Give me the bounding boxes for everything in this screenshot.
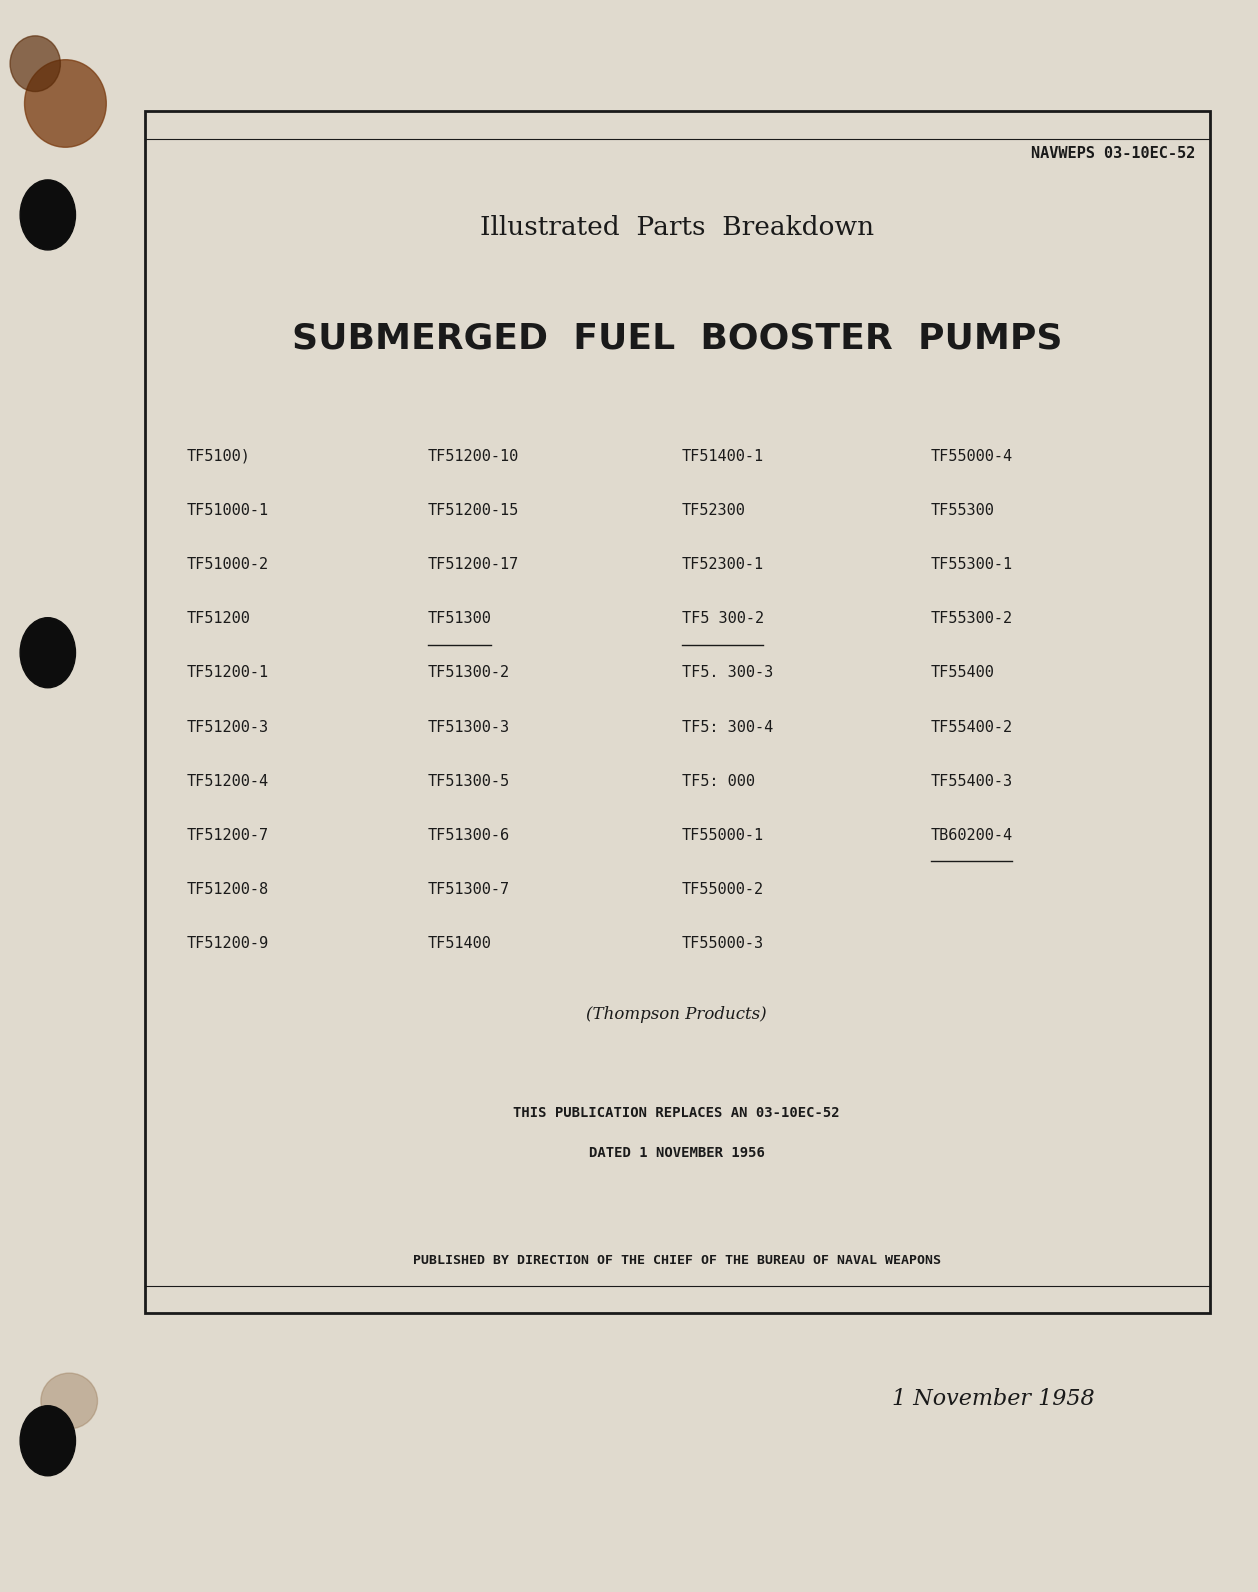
Ellipse shape bbox=[40, 1372, 98, 1430]
Text: SUBMERGED  FUEL  BOOSTER  PUMPS: SUBMERGED FUEL BOOSTER PUMPS bbox=[292, 322, 1062, 355]
Text: TF51200-10: TF51200-10 bbox=[428, 449, 520, 463]
Text: TF51400-1: TF51400-1 bbox=[682, 449, 764, 463]
Text: TF51200-9: TF51200-9 bbox=[186, 936, 268, 950]
Text: TF55400: TF55400 bbox=[931, 665, 995, 680]
Text: TF51000-1: TF51000-1 bbox=[186, 503, 268, 517]
Text: TF51300-5: TF51300-5 bbox=[428, 774, 509, 788]
Text: TF51200-1: TF51200-1 bbox=[186, 665, 268, 680]
Bar bbox=[145, 111, 1210, 1313]
Text: TF51300-7: TF51300-7 bbox=[428, 882, 509, 896]
Text: TF51400: TF51400 bbox=[428, 936, 492, 950]
Text: TF51200-3: TF51200-3 bbox=[186, 720, 268, 734]
Text: TF51200-15: TF51200-15 bbox=[428, 503, 520, 517]
Text: THIS PUBLICATION REPLACES AN 03-10EC-52: THIS PUBLICATION REPLACES AN 03-10EC-52 bbox=[513, 1106, 840, 1121]
Text: TF5: 000: TF5: 000 bbox=[682, 774, 755, 788]
Text: Illustrated  Parts  Breakdown: Illustrated Parts Breakdown bbox=[479, 215, 874, 240]
Text: TF55000-2: TF55000-2 bbox=[682, 882, 764, 896]
Text: DATED 1 NOVEMBER 1956: DATED 1 NOVEMBER 1956 bbox=[589, 1146, 765, 1161]
Text: TF5: 300-4: TF5: 300-4 bbox=[682, 720, 774, 734]
Text: TF51300-2: TF51300-2 bbox=[428, 665, 509, 680]
Text: TF55300-2: TF55300-2 bbox=[931, 611, 1013, 626]
Text: NAVWEPS 03-10EC-52: NAVWEPS 03-10EC-52 bbox=[1030, 146, 1195, 161]
Text: TF52300-1: TF52300-1 bbox=[682, 557, 764, 572]
Text: TF5100): TF5100) bbox=[186, 449, 250, 463]
Text: TF51300: TF51300 bbox=[428, 611, 492, 626]
Circle shape bbox=[20, 1406, 75, 1476]
Ellipse shape bbox=[24, 59, 106, 148]
Text: TF55000-1: TF55000-1 bbox=[682, 828, 764, 842]
Text: TF55000-4: TF55000-4 bbox=[931, 449, 1013, 463]
Text: TF55000-3: TF55000-3 bbox=[682, 936, 764, 950]
Text: PUBLISHED BY DIRECTION OF THE CHIEF OF THE BUREAU OF NAVAL WEAPONS: PUBLISHED BY DIRECTION OF THE CHIEF OF T… bbox=[413, 1254, 941, 1267]
Text: (Thompson Products): (Thompson Products) bbox=[586, 1006, 767, 1024]
Text: TF51200-4: TF51200-4 bbox=[186, 774, 268, 788]
Text: TF51200-8: TF51200-8 bbox=[186, 882, 268, 896]
Circle shape bbox=[20, 618, 75, 688]
Text: TF51000-2: TF51000-2 bbox=[186, 557, 268, 572]
Circle shape bbox=[20, 180, 75, 250]
Ellipse shape bbox=[10, 37, 60, 91]
Text: TF5. 300-3: TF5. 300-3 bbox=[682, 665, 774, 680]
Text: TF51200: TF51200 bbox=[186, 611, 250, 626]
Text: 1 November 1958: 1 November 1958 bbox=[892, 1388, 1094, 1411]
Text: TB60200-4: TB60200-4 bbox=[931, 828, 1013, 842]
Text: TF51300-6: TF51300-6 bbox=[428, 828, 509, 842]
Text: TF55300-1: TF55300-1 bbox=[931, 557, 1013, 572]
Text: TF51200-7: TF51200-7 bbox=[186, 828, 268, 842]
Text: TF51200-17: TF51200-17 bbox=[428, 557, 520, 572]
Text: TF51300-3: TF51300-3 bbox=[428, 720, 509, 734]
Text: TF55400-3: TF55400-3 bbox=[931, 774, 1013, 788]
Text: TF55300: TF55300 bbox=[931, 503, 995, 517]
Text: TF55400-2: TF55400-2 bbox=[931, 720, 1013, 734]
Text: TF5 300-2: TF5 300-2 bbox=[682, 611, 764, 626]
Text: TF52300: TF52300 bbox=[682, 503, 746, 517]
